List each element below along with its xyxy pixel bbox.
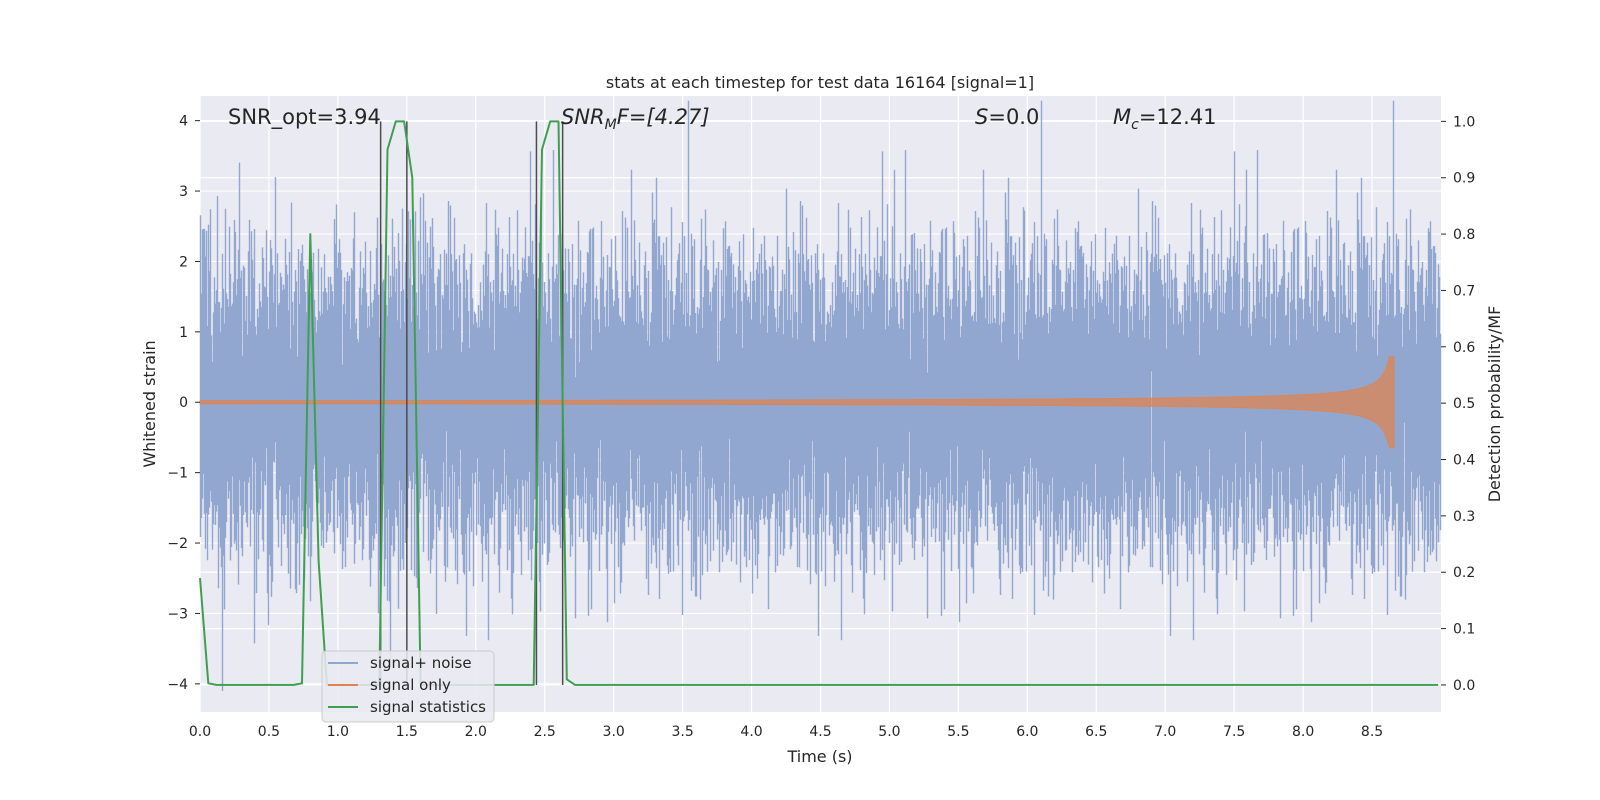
y-tick-label: −2 (167, 536, 188, 552)
signal-statistics-line (199, 120, 1439, 686)
y2-tick-label: 0.1 (1453, 622, 1475, 638)
x-tick-label: 3.5 (671, 724, 693, 740)
y-axis-label: Whitened strain (140, 340, 159, 467)
x-tick-label: 1.5 (396, 724, 418, 740)
x-tick-label: 5.0 (878, 724, 900, 740)
signal-only-line (199, 356, 1395, 449)
signal-only-series (199, 356, 1395, 449)
signal-statistics-series (199, 120, 1439, 686)
x-tick-label: 8.5 (1361, 724, 1383, 740)
x-tick-label: 8.0 (1292, 724, 1314, 740)
y-tick-label: −4 (167, 677, 188, 693)
y2-tick-label: 0.3 (1453, 509, 1475, 525)
y2-tick-label: 1.0 (1453, 114, 1475, 130)
x-tick-label: 7.0 (1154, 724, 1176, 740)
annotation-mc: Mc=12.41 (1113, 105, 1217, 133)
y2-tick-label: 0.6 (1453, 340, 1475, 356)
x-tick-label: 0.5 (258, 724, 280, 740)
legend-label-signal-statistics: signal statistics (370, 698, 486, 716)
y2-tick-label: 0.2 (1453, 565, 1475, 581)
y2-tick-label: 0.8 (1453, 227, 1475, 243)
x-tick-label: 0.0 (189, 724, 211, 740)
x-tick-label: 3.0 (603, 724, 625, 740)
x-tick-label: 4.5 (809, 724, 831, 740)
y-tick-label: −1 (167, 466, 188, 482)
y-tick-label: −3 (167, 606, 188, 622)
x-tick-label: 6.5 (1085, 724, 1107, 740)
y2-tick-label: 0.5 (1453, 396, 1475, 412)
y2-tick-label: 0.4 (1453, 453, 1475, 469)
y2-axis-ticks: 0.0 0.1 0.2 0.3 0.4 0.5 0.6 0.7 0.8 0.9 1.0 (1441, 114, 1475, 694)
annotation-s: S=0.0 (975, 105, 1039, 129)
y-axis-ticks: −4 −3 −2 −1 0 1 2 3 4 (167, 114, 200, 693)
x-tick-label: 2.5 (534, 724, 556, 740)
legend-box (321, 650, 495, 723)
y2-tick-label: 0.9 (1453, 171, 1475, 187)
annotation-snr-mf: SNRMF=[4.27] (561, 105, 710, 133)
legend-label-signal-noise: signal+ noise (370, 654, 472, 672)
x-tick-label: 5.5 (947, 724, 969, 740)
y-tick-label: 1 (179, 325, 188, 341)
x-tick-label: 7.5 (1223, 724, 1245, 740)
legend: signal+ noise signal only signal statist… (321, 650, 495, 723)
x-axis-label: Time (s) (786, 747, 852, 766)
x-axis-ticks: 0.0 0.5 1.0 1.5 2.0 2.5 3.0 3.5 4.0 4.5 5.0 5.5 6.0 6… (189, 724, 1383, 740)
annotation-snr-opt: SNR_opt=3.94 (228, 105, 381, 130)
y-tick-label: 3 (179, 184, 188, 200)
chart-title: stats at each timestep for test data 161… (606, 73, 1034, 92)
y-tick-label: 2 (179, 254, 188, 270)
y2-tick-label: 0.0 (1453, 678, 1475, 694)
legend-label-signal-only: signal only (370, 676, 451, 694)
y2-axis-label: Detection probability/MF (1485, 306, 1504, 503)
x-tick-label: 1.0 (327, 724, 349, 740)
y-tick-label: 0 (179, 395, 188, 411)
x-tick-label: 6.0 (1016, 724, 1038, 740)
x-tick-label: 4.0 (740, 724, 762, 740)
y2-tick-label: 0.7 (1453, 283, 1475, 299)
y-tick-label: 4 (179, 114, 188, 130)
x-tick-label: 2.0 (465, 724, 487, 740)
